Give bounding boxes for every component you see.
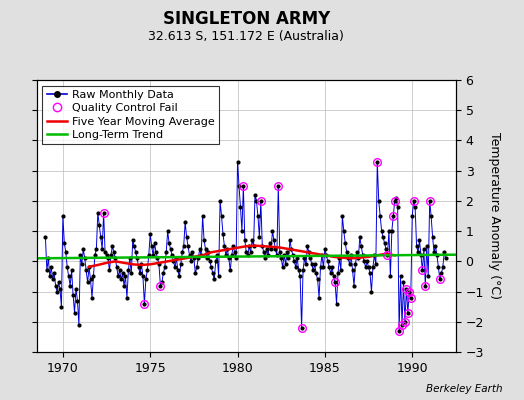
Text: SINGLETON ARMY: SINGLETON ARMY — [162, 10, 330, 28]
Legend: Raw Monthly Data, Quality Control Fail, Five Year Moving Average, Long-Term Tren: Raw Monthly Data, Quality Control Fail, … — [42, 86, 220, 144]
Y-axis label: Temperature Anomaly (°C): Temperature Anomaly (°C) — [488, 132, 500, 300]
Text: 32.613 S, 151.172 E (Australia): 32.613 S, 151.172 E (Australia) — [148, 30, 344, 43]
Text: Berkeley Earth: Berkeley Earth — [427, 384, 503, 394]
